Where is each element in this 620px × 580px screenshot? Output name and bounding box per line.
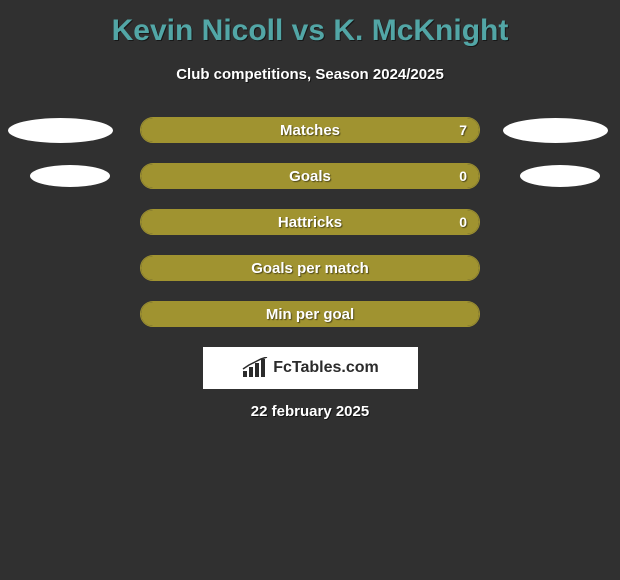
stat-row-min-per-goal: Min per goal (0, 301, 620, 327)
logo-text: FcTables.com (273, 359, 379, 377)
stat-value: 0 (459, 214, 467, 230)
right-marker-icon (503, 118, 608, 143)
source-logo: FcTables.com (203, 347, 418, 389)
stat-bar: Matches 7 (140, 117, 480, 143)
stats-container: Matches 7 Goals 0 Hattricks 0 Goals per … (0, 117, 620, 327)
left-marker-icon (8, 118, 113, 143)
stat-value: 7 (459, 122, 467, 138)
stat-label: Matches (280, 122, 340, 139)
stat-bar: Hattricks 0 (140, 209, 480, 235)
stat-label: Goals per match (251, 260, 369, 277)
season-subtitle: Club competitions, Season 2024/2025 (0, 66, 620, 83)
left-marker-icon (30, 165, 110, 187)
stat-value: 0 (459, 168, 467, 184)
stat-label: Hattricks (278, 214, 342, 231)
stat-row-matches: Matches 7 (0, 117, 620, 143)
stat-bar: Goals 0 (140, 163, 480, 189)
stat-bar: Goals per match (140, 255, 480, 281)
stat-bar: Min per goal (140, 301, 480, 327)
chart-icon (241, 357, 269, 379)
stat-label: Goals (289, 168, 331, 185)
stat-row-hattricks: Hattricks 0 (0, 209, 620, 235)
stat-row-goals: Goals 0 (0, 163, 620, 189)
comparison-title: Kevin Nicoll vs K. McKnight (0, 0, 620, 48)
date-label: 22 february 2025 (0, 403, 620, 420)
right-marker-icon (520, 165, 600, 187)
stat-row-goals-per-match: Goals per match (0, 255, 620, 281)
stat-label: Min per goal (266, 306, 354, 323)
